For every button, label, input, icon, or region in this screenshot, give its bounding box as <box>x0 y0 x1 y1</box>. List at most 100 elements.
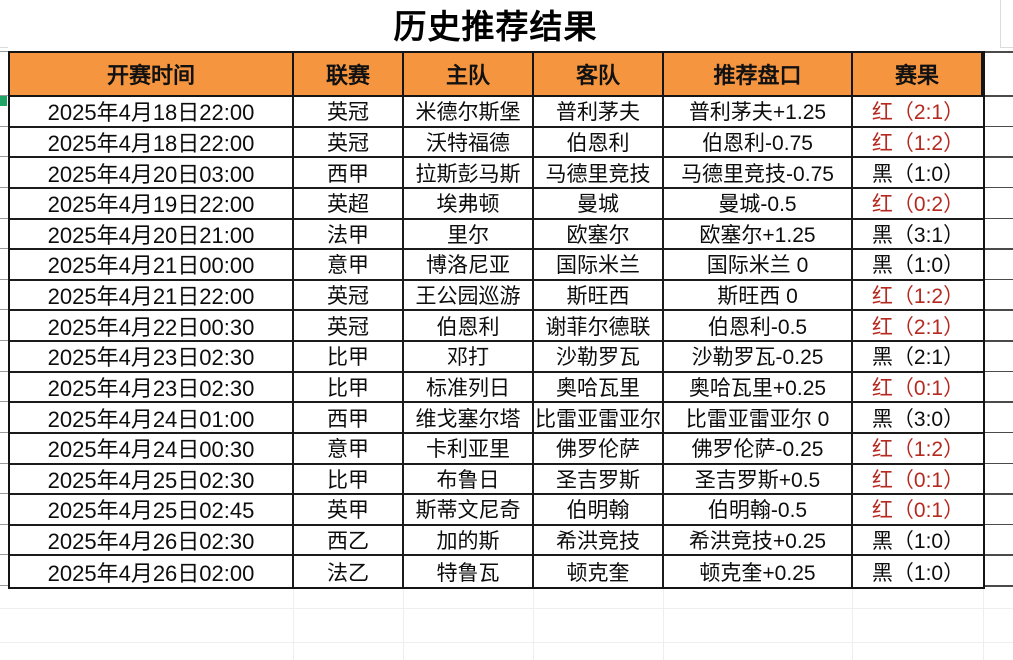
cell-league[interactable]: 英甲 <box>294 495 404 524</box>
cell-time[interactable]: 2025年4月25日02:45 <box>10 495 294 524</box>
cell-handicap[interactable]: 奥哈瓦里+0.25 <box>664 372 853 402</box>
cell-handicap[interactable]: 国际米兰 0 <box>664 250 853 279</box>
cell-away[interactable]: 希洪竞技 <box>534 525 664 555</box>
cell-handicap[interactable]: 伯恩利-0.75 <box>664 127 853 157</box>
cell-time[interactable]: 2025年4月20日03:00 <box>10 158 294 187</box>
cell-league[interactable]: 英冠 <box>294 280 404 310</box>
cell-result[interactable]: 红（0:1） <box>871 468 965 492</box>
cell-result[interactable]: 红（0:2） <box>871 193 965 217</box>
cell-result[interactable]: 黑（1:0） <box>871 254 965 278</box>
cell-time[interactable]: 2025年4月23日02:30 <box>10 342 294 371</box>
cell-home[interactable]: 里尔 <box>404 219 534 249</box>
cell-handicap[interactable]: 希洪竞技+0.25 <box>664 525 853 555</box>
cell-home[interactable]: 加的斯 <box>404 525 534 555</box>
cell-handicap[interactable]: 曼城-0.5 <box>664 188 853 218</box>
page-title[interactable]: 历史推荐结果 <box>393 8 598 45</box>
cell-home[interactable]: 卡利亚里 <box>404 433 534 463</box>
cell-result[interactable]: 黑（3:1） <box>871 223 965 247</box>
cell-handicap[interactable]: 顿克奎+0.25 <box>664 556 853 587</box>
cell-result[interactable]: 红（1:2） <box>871 131 965 155</box>
cell-time[interactable]: 2025年4月18日22:00 <box>10 97 294 126</box>
cell-away[interactable]: 欧塞尔 <box>534 219 664 249</box>
cell-time[interactable]: 2025年4月21日00:00 <box>10 250 294 279</box>
cell-handicap[interactable]: 斯旺西 0 <box>664 280 853 310</box>
cell-time[interactable]: 2025年4月21日22:00 <box>10 280 294 310</box>
cell-league[interactable]: 比甲 <box>294 342 404 371</box>
cell-away[interactable]: 马德里竞技 <box>534 158 664 187</box>
cell-league[interactable]: 英冠 <box>294 127 404 157</box>
cell-home[interactable]: 伯恩利 <box>404 311 534 340</box>
cell-league[interactable]: 西甲 <box>294 403 404 432</box>
cell-time[interactable]: 2025年4月20日21:00 <box>10 219 294 249</box>
cell-league[interactable]: 比甲 <box>294 372 404 402</box>
cell-time[interactable]: 2025年4月24日01:00 <box>10 403 294 432</box>
cell-league[interactable]: 意甲 <box>294 250 404 279</box>
cell-home[interactable]: 沃特福德 <box>404 127 534 157</box>
header-cell-home[interactable]: 主队 <box>404 53 534 95</box>
cell-home[interactable]: 布鲁日 <box>404 464 534 494</box>
cell-result[interactable]: 黑（2:1） <box>871 346 965 370</box>
cell-home[interactable]: 拉斯彭马斯 <box>404 158 534 187</box>
cell-handicap[interactable]: 欧塞尔+1.25 <box>664 219 853 249</box>
cell-result[interactable]: 黑（3:0） <box>871 407 965 431</box>
cell-time[interactable]: 2025年4月24日00:30 <box>10 433 294 463</box>
cell-time[interactable]: 2025年4月22日00:30 <box>10 311 294 340</box>
header-cell-handicap[interactable]: 推荐盘口 <box>664 53 853 95</box>
cell-time[interactable]: 2025年4月19日22:00 <box>10 188 294 218</box>
cell-result[interactable]: 黑（1:0） <box>871 162 965 186</box>
cell-away[interactable]: 普利茅夫 <box>534 97 664 126</box>
cell-away[interactable]: 佛罗伦萨 <box>534 433 664 463</box>
header-cell-league[interactable]: 联赛 <box>294 53 404 95</box>
header-cell-time[interactable]: 开赛时间 <box>10 53 294 95</box>
cell-away[interactable]: 曼城 <box>534 188 664 218</box>
cell-handicap[interactable]: 沙勒罗瓦-0.25 <box>664 342 853 371</box>
cell-home[interactable]: 斯蒂文尼奇 <box>404 495 534 524</box>
cell-time[interactable]: 2025年4月26日02:30 <box>10 525 294 555</box>
cell-league[interactable]: 法乙 <box>294 556 404 587</box>
cell-result[interactable]: 黑（1:0） <box>871 530 965 554</box>
header-cell-away[interactable]: 客队 <box>534 53 664 95</box>
cell-away[interactable]: 国际米兰 <box>534 250 664 279</box>
cell-away[interactable]: 伯明翰 <box>534 495 664 524</box>
cell-away[interactable]: 比雷亚雷亚尔 <box>534 403 664 432</box>
cell-handicap[interactable]: 伯恩利-0.5 <box>664 311 853 340</box>
cell-league[interactable]: 西乙 <box>294 525 404 555</box>
cell-league[interactable]: 比甲 <box>294 464 404 494</box>
cell-league[interactable]: 英冠 <box>294 97 404 126</box>
cell-away[interactable]: 斯旺西 <box>534 280 664 310</box>
cell-home[interactable]: 标准列日 <box>404 372 534 402</box>
cell-home[interactable]: 邓打 <box>404 342 534 371</box>
cell-away[interactable]: 奥哈瓦里 <box>534 372 664 402</box>
cell-league[interactable]: 英冠 <box>294 311 404 340</box>
cell-home[interactable]: 维戈塞尔塔 <box>404 403 534 432</box>
cell-time[interactable]: 2025年4月26日02:00 <box>10 556 294 587</box>
cell-result[interactable]: 黑（1:0） <box>871 561 965 585</box>
cell-home[interactable]: 王公园巡游 <box>404 280 534 310</box>
cell-home[interactable]: 埃弗顿 <box>404 188 534 218</box>
cell-result[interactable]: 红（1:2） <box>871 438 965 462</box>
cell-home[interactable]: 米德尔斯堡 <box>404 97 534 126</box>
cell-league[interactable]: 西甲 <box>294 158 404 187</box>
cell-handicap[interactable]: 马德里竞技-0.75 <box>664 158 853 187</box>
cell-handicap[interactable]: 普利茅夫+1.25 <box>664 97 853 126</box>
cell-handicap[interactable]: 佛罗伦萨-0.25 <box>664 433 853 463</box>
cell-away[interactable]: 谢菲尔德联 <box>534 311 664 340</box>
cell-result[interactable]: 红（2:1） <box>871 315 965 339</box>
cell-handicap[interactable]: 比雷亚雷亚尔 0 <box>664 403 853 432</box>
cell-result[interactable]: 红（1:2） <box>871 285 965 309</box>
cell-time[interactable]: 2025年4月18日22:00 <box>10 127 294 157</box>
cell-away[interactable]: 伯恩利 <box>534 127 664 157</box>
cell-away[interactable]: 圣吉罗斯 <box>534 464 664 494</box>
cell-league[interactable]: 法甲 <box>294 219 404 249</box>
cell-league[interactable]: 英超 <box>294 188 404 218</box>
cell-handicap[interactable]: 圣吉罗斯+0.5 <box>664 464 853 494</box>
cell-result[interactable]: 红（0:1） <box>871 499 965 523</box>
cell-away[interactable]: 顿克奎 <box>534 556 664 587</box>
cell-time[interactable]: 2025年4月23日02:30 <box>10 372 294 402</box>
cell-result[interactable]: 红（2:1） <box>871 101 965 125</box>
cell-home[interactable]: 博洛尼亚 <box>404 250 534 279</box>
cell-league[interactable]: 意甲 <box>294 433 404 463</box>
cell-away[interactable]: 沙勒罗瓦 <box>534 342 664 371</box>
cell-handicap[interactable]: 伯明翰-0.5 <box>664 495 853 524</box>
cell-result[interactable]: 红（0:1） <box>871 376 965 400</box>
